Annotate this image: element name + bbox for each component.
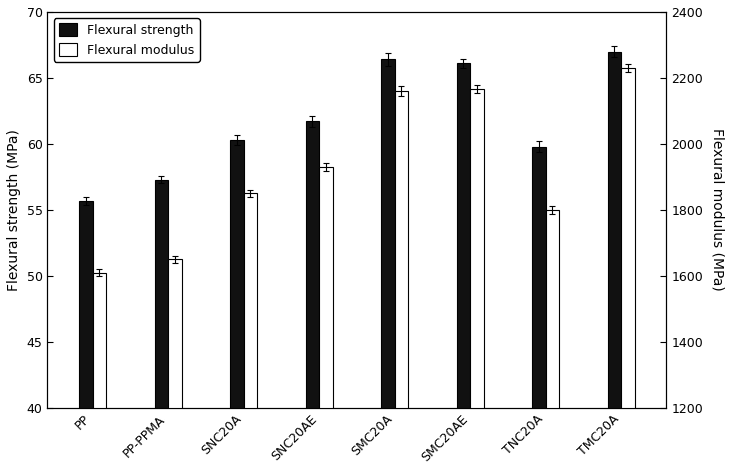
Bar — [395, 91, 409, 471]
Bar — [319, 167, 333, 471]
Bar — [243, 194, 257, 471]
Bar — [381, 59, 395, 471]
Bar — [532, 146, 545, 471]
Bar — [93, 273, 106, 471]
Bar — [154, 179, 168, 471]
Bar — [230, 140, 243, 471]
Bar — [168, 260, 182, 471]
Bar — [621, 68, 635, 471]
Legend: Flexural strength, Flexural modulus: Flexural strength, Flexural modulus — [53, 18, 200, 62]
Y-axis label: Flexural modulus (MPa): Flexural modulus (MPa) — [710, 129, 724, 291]
Bar — [457, 64, 470, 471]
Bar — [470, 89, 484, 471]
Bar — [607, 51, 621, 471]
Bar — [545, 210, 559, 471]
Bar — [79, 201, 93, 471]
Y-axis label: Flexural strength (MPa): Flexural strength (MPa) — [7, 129, 21, 291]
Bar — [306, 122, 319, 471]
